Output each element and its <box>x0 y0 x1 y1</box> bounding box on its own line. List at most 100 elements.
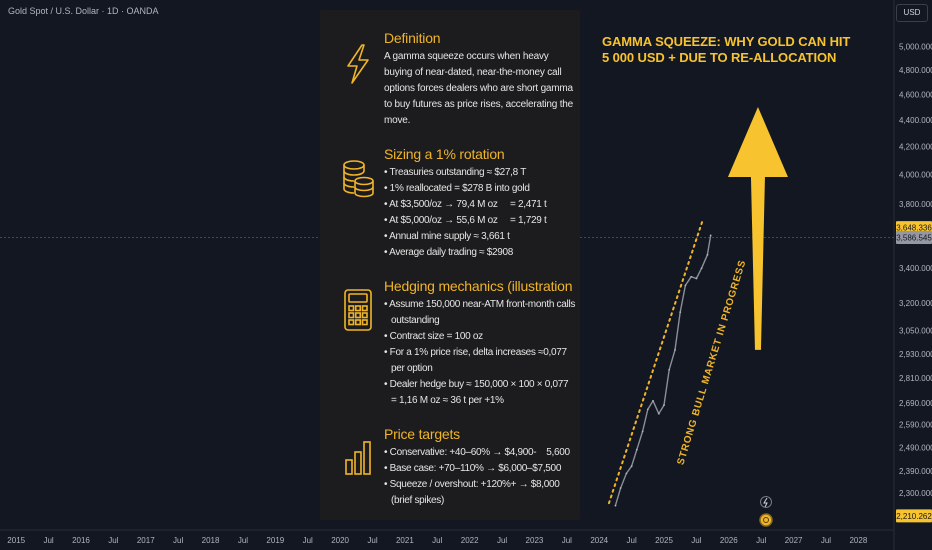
x-tick-label: Jul <box>367 536 377 545</box>
list-item: • Assume 150,000 near-ATM front-month ca… <box>384 299 578 326</box>
x-tick-label: 2025 <box>655 536 673 545</box>
x-tick-label: Jul <box>108 536 118 545</box>
dividend-marker-icon <box>763 517 769 523</box>
y-tick-label: 2,590.000 <box>899 421 932 430</box>
price-point <box>635 448 638 451</box>
x-tick-label: Jul <box>691 536 701 545</box>
lightning-icon <box>347 44 369 84</box>
x-tick-label: 2017 <box>137 536 155 545</box>
price-tag-label: 2,210.262 <box>896 512 932 521</box>
price-point <box>663 404 665 406</box>
price-tag <box>896 230 932 244</box>
x-tick-label: Jul <box>173 536 183 545</box>
price-point <box>679 311 682 314</box>
y-tick-label: 4,400.000 <box>899 116 932 125</box>
x-tick-label: 2018 <box>202 536 220 545</box>
price-point <box>700 267 703 270</box>
y-tick-label: 4,000.000 <box>899 171 932 180</box>
x-tick-label: Jul <box>627 536 637 545</box>
x-tick-label: 2020 <box>331 536 349 545</box>
y-tick-label: 2,490.000 <box>899 443 932 452</box>
lightning-event-icon <box>760 496 772 508</box>
y-tick-label: 2,300.000 <box>899 489 932 498</box>
price-series-line <box>614 235 712 506</box>
x-tick-label: 2027 <box>785 536 803 545</box>
price-point <box>652 399 654 402</box>
section-text: A gamma squeeze occurs when heavy buying… <box>384 51 574 126</box>
section-title: Definition <box>384 30 441 46</box>
y-tick-label: 4,600.000 <box>899 90 932 99</box>
y-tick-label: 2,690.000 <box>899 399 932 408</box>
x-tick-label: 2022 <box>461 536 479 545</box>
x-tick-label: 2023 <box>526 536 544 545</box>
price-point <box>706 253 709 256</box>
y-tick-label: 2,810.000 <box>899 374 932 383</box>
section-title: Hedging mechanics (illustration <box>384 278 573 294</box>
x-tick-label: 2016 <box>72 536 90 545</box>
y-tick-label: 2,390.000 <box>899 467 932 476</box>
x-tick-label: 2026 <box>720 536 738 545</box>
x-tick-label: Jul <box>238 536 248 545</box>
x-tick-label: Jul <box>432 536 442 545</box>
section-sizing: Sizing a 1% rotation • Treasuries outsta… <box>384 146 576 261</box>
price-point <box>625 472 628 475</box>
x-tick-label: Jul <box>497 536 507 545</box>
price-tag <box>896 221 932 235</box>
price-tag-label: 3,586.545 <box>896 233 932 242</box>
x-tick-label: 2024 <box>590 536 608 545</box>
headline-line-1: GAMMA SQUEEZE: WHY GOLD CAN HIT <box>602 34 851 49</box>
price-point <box>674 348 676 351</box>
coins-stack-icon <box>343 160 374 198</box>
price-point <box>619 487 622 489</box>
list-item: • Base case: +70–110% → $6,000–$7,500 <box>384 463 562 474</box>
price-point <box>709 234 712 237</box>
y-tick-label: 4,200.000 <box>899 143 932 152</box>
x-tick-label: 2021 <box>396 536 414 545</box>
list-item: • At $5,000/oz → 55,6 M oz = 1,729 t <box>384 215 547 226</box>
price-tag <box>896 509 932 523</box>
y-tick-label: 4,800.000 <box>899 66 932 75</box>
list-item: • 1% reallocated = $278 B into gold <box>384 183 530 194</box>
x-tick-label: Jul <box>756 536 766 545</box>
y-tick-label: 3,050.000 <box>899 327 932 336</box>
list-item: • At $3,500/oz → 79,4 M oz = 2,471 t <box>384 199 547 210</box>
lightning-event-icon <box>763 497 768 508</box>
section-title: Sizing a 1% rotation <box>384 146 505 162</box>
list-item: • Conservative: +40–60% → $4,900- 5,600 <box>384 447 570 458</box>
x-tick-label: Jul <box>562 536 572 545</box>
section-definition: Definition A gamma squeeze occurs when h… <box>384 30 576 129</box>
symbol-title: Gold Spot / U.S. Dollar · 1D · OANDA <box>8 6 159 16</box>
y-tick-label: 3,200.000 <box>899 299 932 308</box>
target-arrow <box>727 106 788 350</box>
price-point <box>695 277 698 280</box>
bar-chart-icon <box>345 441 371 475</box>
y-tick-label: 3,800.000 <box>899 200 932 209</box>
list-item: • Annual mine supply ≈ 3,661 t <box>384 231 510 242</box>
price-point <box>641 430 644 433</box>
x-tick-label: Jul <box>821 536 831 545</box>
currency-badge[interactable]: USD <box>896 4 928 22</box>
section-hedging: Hedging mechanics (illustration • Assume… <box>384 278 576 409</box>
x-tick-label: 2015 <box>7 536 25 545</box>
price-point <box>690 275 693 278</box>
section-targets: Price targets • Conservative: +40–60% → … <box>384 426 576 509</box>
section-title: Price targets <box>384 426 460 442</box>
price-tag-label: 3,648.336 <box>896 224 932 233</box>
trend-line <box>607 218 704 505</box>
x-tick-label: 2028 <box>849 536 867 545</box>
price-point <box>630 465 633 468</box>
price-point <box>684 284 687 287</box>
calculator-icon <box>344 289 372 331</box>
y-tick-label: 2,930.000 <box>899 350 932 359</box>
list-item: • Treasuries outstanding ≈ $27,8 T <box>384 167 527 178</box>
price-point <box>657 412 660 415</box>
price-point <box>614 504 617 507</box>
list-item: • Squeeze / overshout: +120%+ → $8,000 (… <box>384 479 563 506</box>
headline-line-2: 5 000 USD + DUE TO RE-ALLOCATION <box>602 50 837 65</box>
x-tick-label: 2019 <box>266 536 284 545</box>
y-tick-label: 5,000.000 <box>899 42 932 51</box>
x-tick-label: Jul <box>303 536 313 545</box>
price-point <box>646 408 649 411</box>
headline: GAMMA SQUEEZE: WHY GOLD CAN HIT 5 000 US… <box>602 34 872 66</box>
